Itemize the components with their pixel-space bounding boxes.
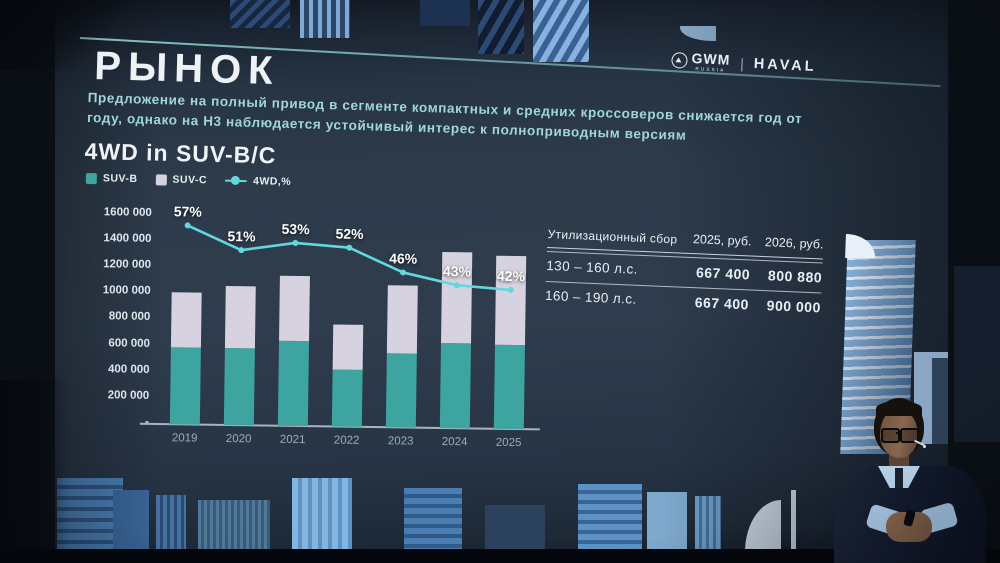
- building-graphic: [198, 500, 270, 552]
- percent-data-label: 42%: [496, 267, 526, 285]
- building-graphic: [647, 492, 687, 552]
- building-graphic: [478, 0, 524, 54]
- gwm-logo: GWM RUSSIA: [671, 50, 731, 73]
- percent-data-label: 46%: [389, 250, 418, 267]
- table-cell-2025: 667 400: [694, 293, 750, 313]
- building-graphic: [404, 488, 462, 552]
- building-graphic: [300, 0, 350, 38]
- table-header-2026: 2026, руб.: [764, 235, 824, 252]
- legend-label: 4WD,%: [252, 175, 292, 188]
- legend-label: SUV-C: [172, 173, 208, 187]
- building-graphic: [695, 496, 721, 552]
- table-header-fee: Утилизационный сбор: [547, 226, 678, 247]
- table-cell-2026: 900 000: [766, 296, 822, 316]
- legend-label: SUV-B: [102, 172, 138, 185]
- chart-legend: SUV-B SUV-C 4WD,%: [85, 172, 291, 188]
- legend-swatch-suv-c: [155, 173, 167, 186]
- table-header-2025: 2025, руб.: [692, 232, 752, 249]
- presentation-slide: РЫНОК GWM RUSSIA | HAVAL Предложение на …: [55, 0, 948, 552]
- percent-data-label: 57%: [173, 203, 202, 220]
- building-graphic: [680, 26, 716, 41]
- percent-data-label: 52%: [335, 225, 364, 242]
- brand-divider: |: [739, 55, 745, 72]
- recycling-fee-table: Утилизационный сбор 2025, руб. 2026, руб…: [544, 226, 824, 322]
- building-graphic: [113, 490, 149, 552]
- building-graphic: [420, 0, 470, 26]
- building-graphic: [745, 500, 781, 552]
- haval-wordmark: HAVAL: [753, 56, 817, 76]
- building-graphic: [156, 495, 186, 552]
- legend-item-suv-c: SUV-C: [155, 173, 207, 186]
- corner-shadow: [0, 0, 140, 70]
- table-cell-range: 160 – 190 л.с.: [544, 288, 637, 307]
- building-graphic: [533, 0, 589, 62]
- presenter-tie: [895, 468, 903, 488]
- building-graphic: [791, 490, 796, 552]
- percent-data-label: 51%: [227, 227, 256, 245]
- presenter: [826, 390, 1000, 563]
- percent-data-label: 53%: [281, 220, 310, 238]
- building-graphic: [230, 0, 290, 28]
- table-cell-range: 130 – 160 л.с.: [546, 258, 639, 277]
- table-cell-2025: 667 400: [695, 263, 751, 283]
- glasses-icon: [881, 428, 900, 443]
- legend-swatch-suv-b: [85, 172, 97, 184]
- table-cell-2026: 800 880: [767, 266, 823, 286]
- legend-line-marker-icon: [225, 176, 248, 186]
- corner-shadow: [0, 380, 70, 563]
- chart-area: 1600 000 1400 000 1200 000 1000 000 800 000 6…: [81, 198, 584, 457]
- building-graphic: [292, 478, 352, 552]
- legend-item-suv-b: SUV-B: [85, 172, 138, 185]
- building-graphic: [578, 484, 642, 552]
- legend-item-4wd: 4WD,%: [225, 175, 291, 188]
- building-graphic: [485, 505, 545, 552]
- percent-data-label: 43%: [442, 263, 472, 280]
- gwm-wordmark: GWM: [691, 49, 731, 68]
- gwm-emblem-icon: [671, 51, 688, 69]
- chart-title: 4WD in SUV-B/C: [84, 138, 277, 169]
